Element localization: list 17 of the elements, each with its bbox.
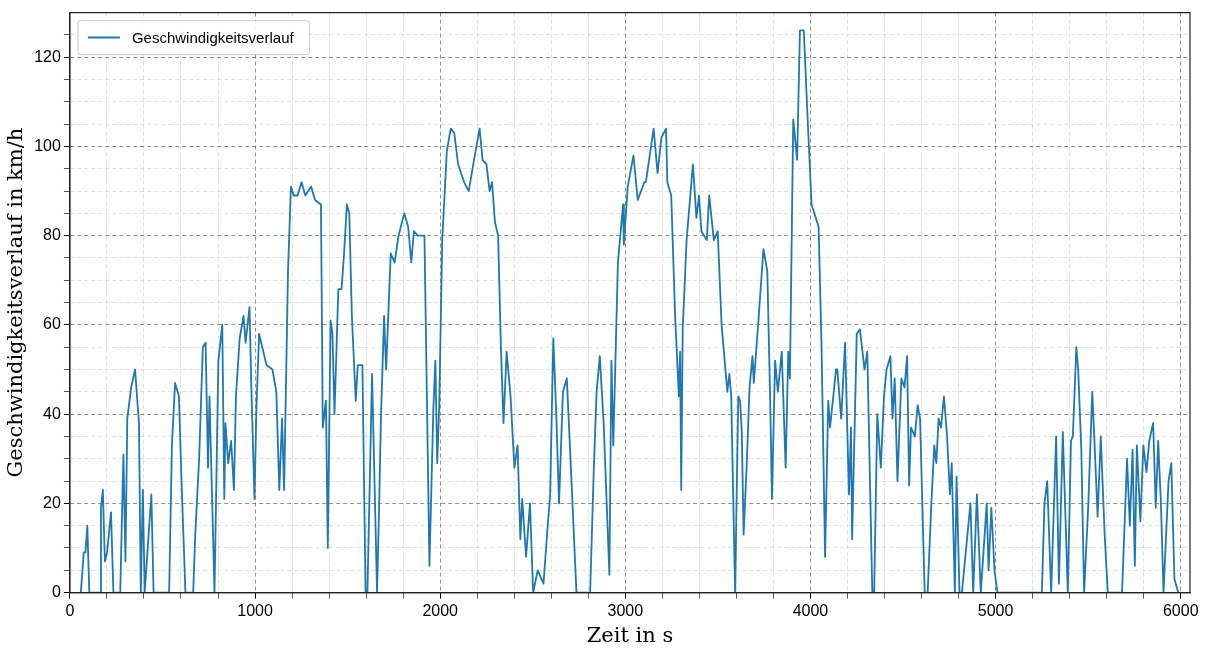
- legend-label: Geschwindigkeitsverlauf: [131, 28, 295, 46]
- x-tick-label: 6000: [1162, 601, 1199, 619]
- x-tick-label: 4000: [792, 601, 829, 619]
- y-tick-label: 100: [34, 136, 61, 154]
- y-tick-label: 120: [34, 47, 61, 65]
- y-tick-label: 60: [43, 315, 61, 333]
- x-tick-label: 1000: [237, 601, 273, 619]
- x-axis-title: Zeit in s: [586, 622, 674, 647]
- x-tick-label: 2000: [422, 601, 459, 619]
- y-tick-label: 40: [43, 404, 61, 422]
- y-axis-title: Geschwindigkeitsverlauf in km/h: [3, 127, 28, 478]
- y-tick-label: 80: [43, 226, 61, 244]
- x-tick-label: 5000: [977, 601, 1014, 619]
- y-tick-label: 20: [43, 493, 61, 511]
- y-tick-label: 0: [51, 583, 61, 601]
- x-tick-label: 3000: [607, 601, 644, 619]
- x-tick-label: 0: [65, 601, 75, 619]
